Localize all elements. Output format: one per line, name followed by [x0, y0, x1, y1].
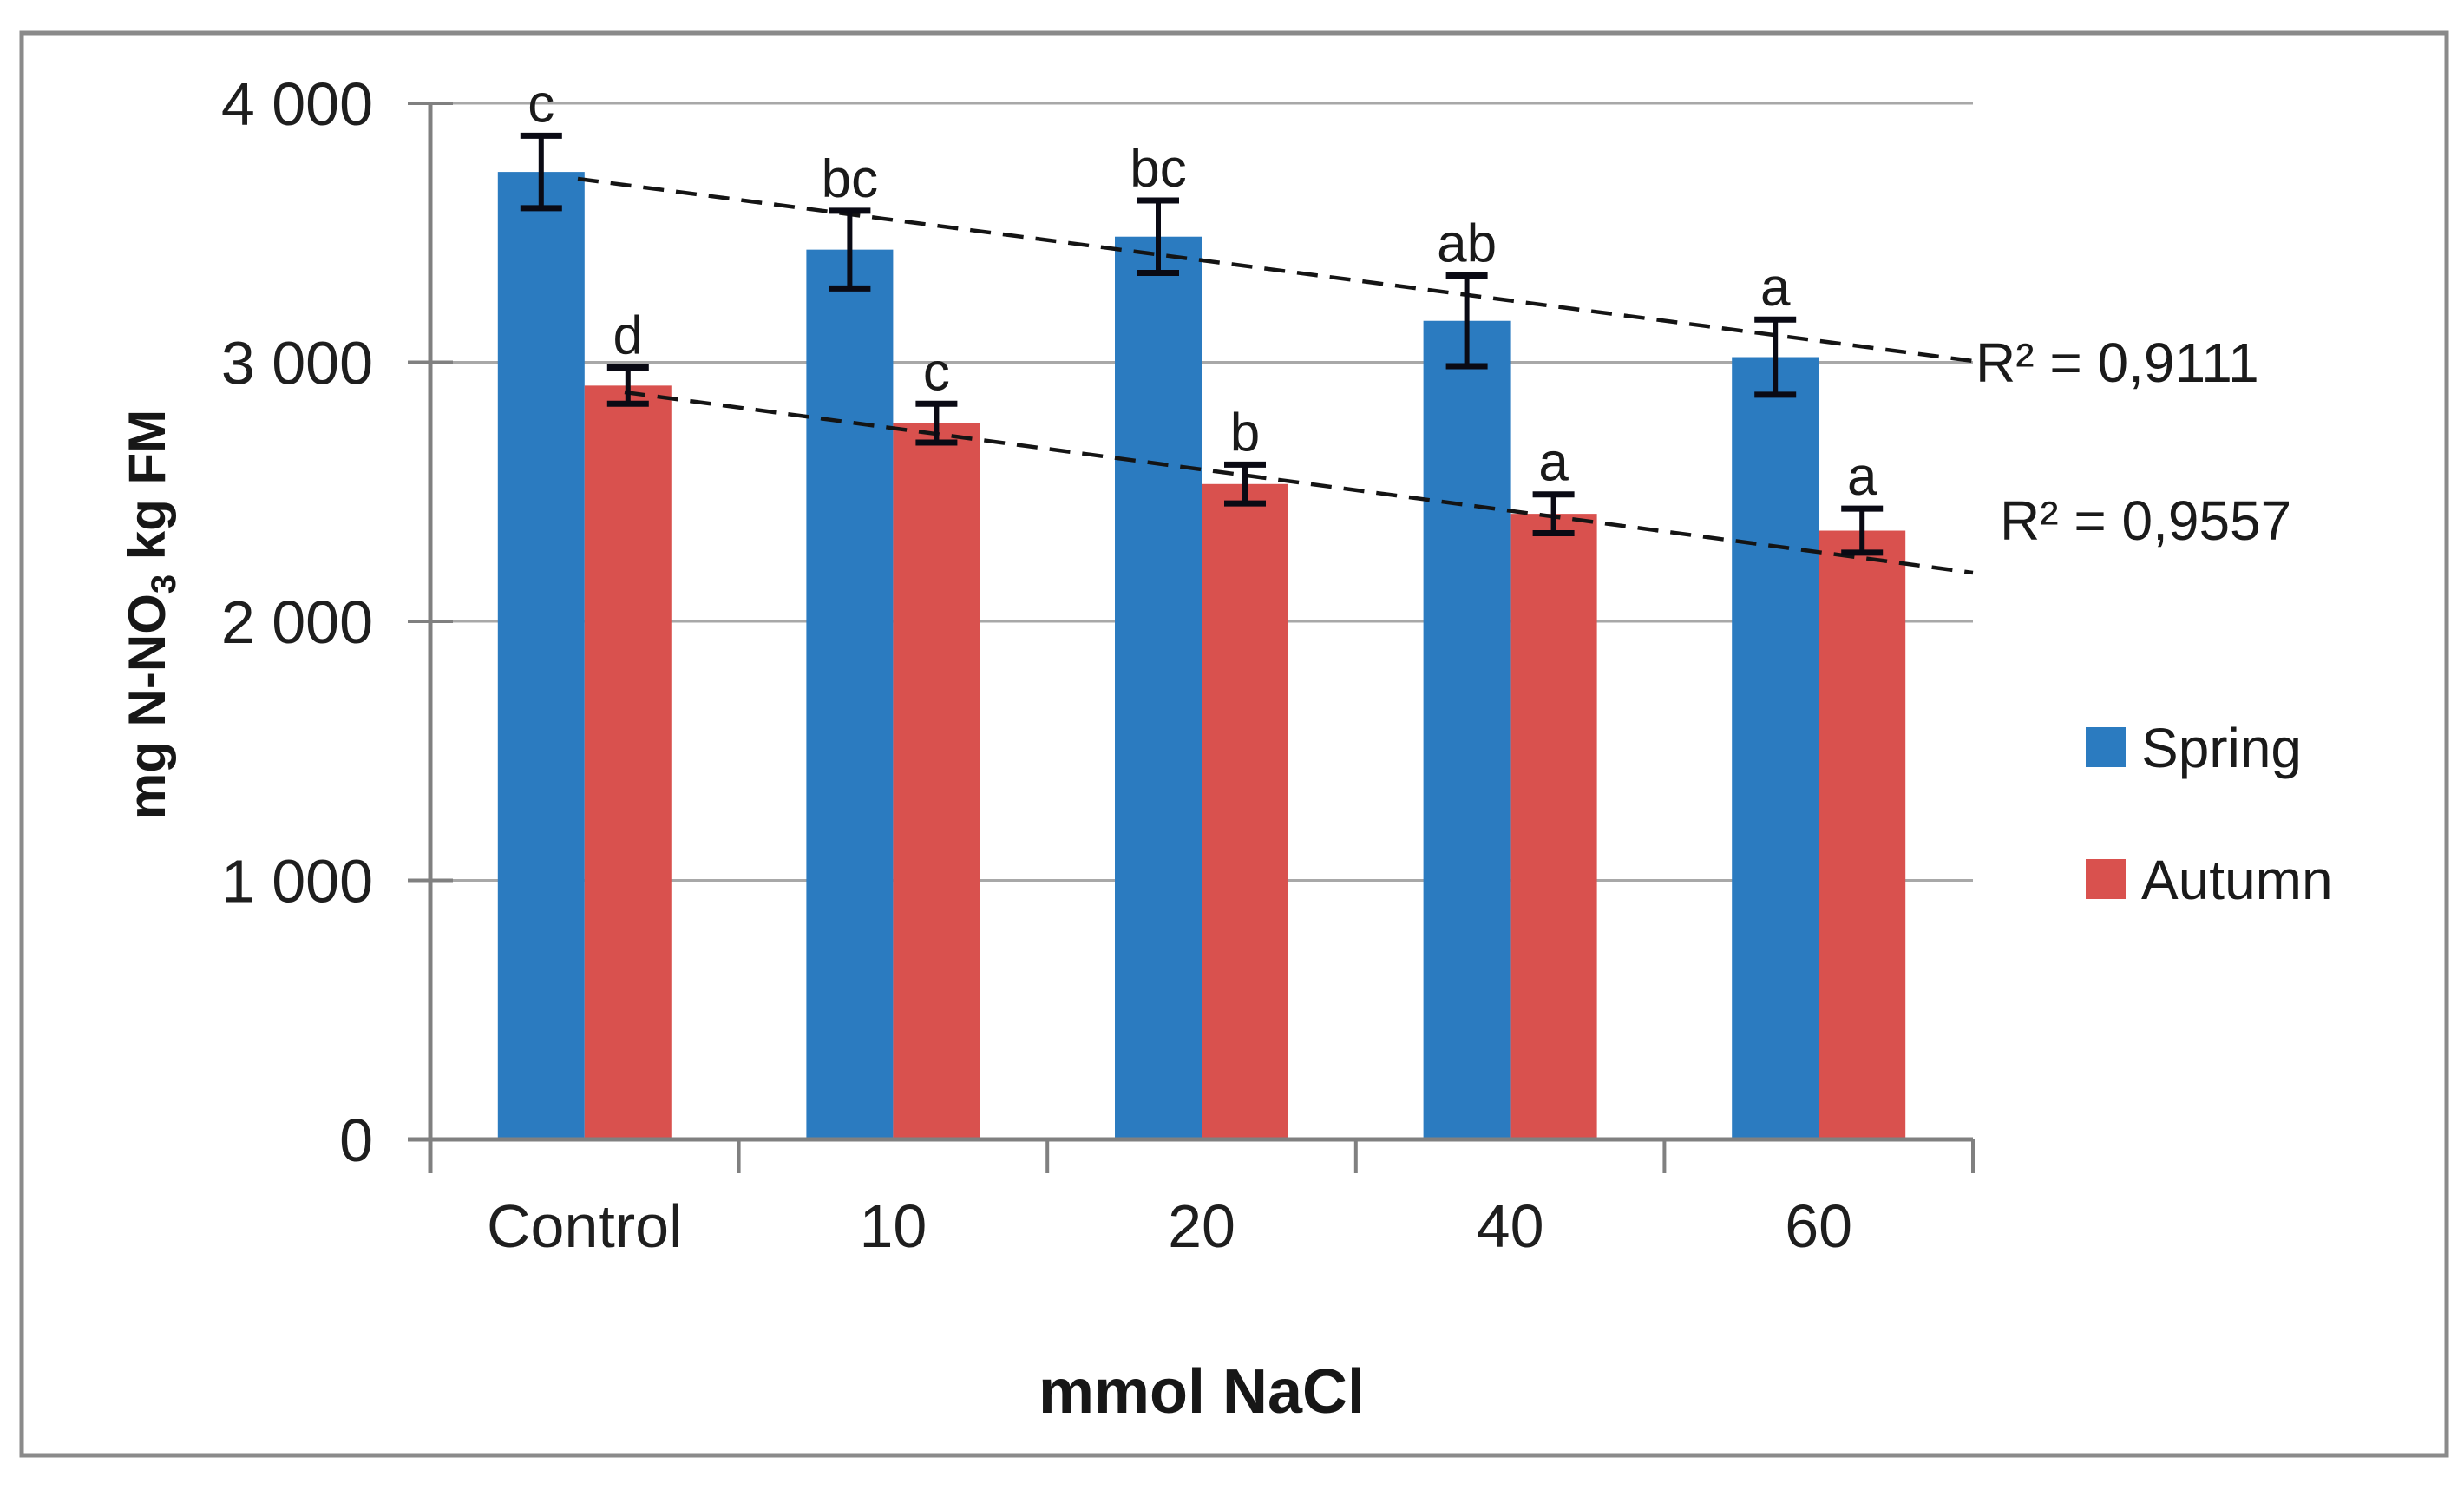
legend-label-autumn: Autumn	[2141, 849, 2333, 911]
bar-spring-60[interactable]	[1732, 357, 1819, 1139]
y-tick-label: 2 000	[221, 588, 373, 656]
legend-label-spring: Spring	[2141, 717, 2302, 779]
x-axis-title: mmol NaCl	[1039, 1357, 1365, 1427]
x-tick-label-control: Control	[487, 1192, 683, 1260]
bar-autumn-20[interactable]	[1202, 483, 1288, 1139]
legend-item-autumn[interactable]: Autumn	[2086, 849, 2333, 911]
bar-spring-40[interactable]	[1423, 320, 1511, 1139]
legend-swatch-autumn-icon	[2086, 859, 2126, 899]
y-tick-label: 3 000	[221, 330, 373, 397]
x-tick-label-40: 40	[1477, 1192, 1544, 1260]
significance-letter-spring-40: ab	[1437, 214, 1497, 274]
trendline-spring	[577, 176, 1974, 364]
r2-autumn-label: R² = 0,9557	[2000, 489, 2291, 552]
x-tick-label-20: 20	[1168, 1192, 1235, 1260]
legend-swatch-spring-icon	[2086, 727, 2126, 767]
significance-letter-spring-control: c	[528, 74, 554, 134]
y-axis-title-pre: mg N-NO	[118, 594, 176, 819]
bar-autumn-control[interactable]	[584, 385, 672, 1139]
bar-spring-20[interactable]	[1115, 236, 1202, 1139]
significance-letter-autumn-control: d	[613, 305, 643, 365]
y-axis-title-post: kg FM	[118, 410, 176, 574]
chart-border	[19, 30, 2449, 1458]
bar-autumn-40[interactable]	[1510, 514, 1597, 1139]
bar-autumn-10[interactable]	[893, 423, 980, 1140]
x-tick-label-10: 10	[859, 1192, 927, 1260]
x-tick-label-60: 60	[1785, 1192, 1852, 1260]
bar-spring-10[interactable]	[806, 249, 894, 1140]
significance-letter-spring-60: a	[1760, 258, 1791, 318]
significance-letter-autumn-10: c	[923, 342, 950, 402]
y-tick-label: 4 000	[221, 70, 373, 138]
y-tick-label: 0	[339, 1106, 373, 1174]
r2-spring-label: R² = 0,9111	[1976, 331, 2259, 394]
significance-letter-autumn-20: b	[1230, 403, 1260, 463]
bar-autumn-60[interactable]	[1819, 530, 1906, 1139]
significance-letter-autumn-40: a	[1538, 433, 1569, 493]
y-tick-label: 1 000	[221, 848, 373, 916]
bar-spring-control[interactable]	[497, 172, 585, 1139]
significance-letter-spring-20: bc	[1130, 139, 1186, 199]
y-axis-title: mg N-NO3 kg FM	[118, 410, 183, 819]
trendline-autumn	[624, 390, 1974, 575]
significance-letter-spring-10: bc	[822, 149, 878, 209]
legend: Spring Autumn	[2086, 717, 2333, 911]
significance-letter-autumn-60: a	[1847, 447, 1877, 507]
legend-item-spring[interactable]: Spring	[2086, 717, 2302, 779]
y-axis-title-subscript: 3	[145, 574, 183, 594]
